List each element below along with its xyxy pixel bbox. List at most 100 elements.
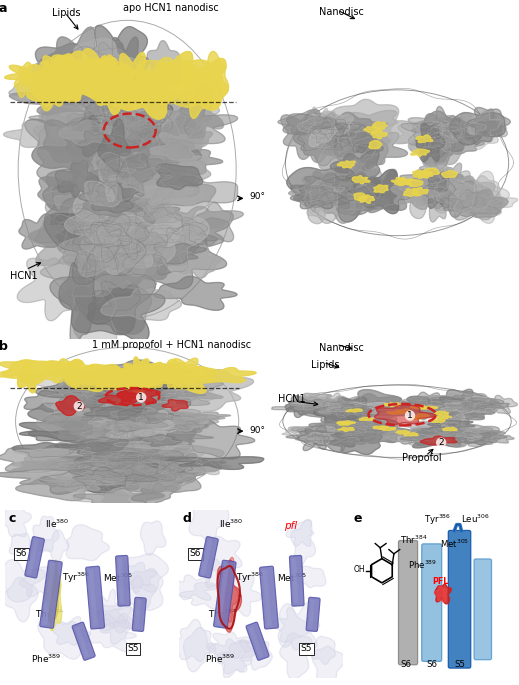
- Polygon shape: [82, 150, 120, 201]
- Polygon shape: [2, 503, 31, 537]
- Polygon shape: [344, 423, 397, 435]
- FancyBboxPatch shape: [260, 566, 278, 629]
- Polygon shape: [338, 421, 356, 424]
- Polygon shape: [106, 121, 171, 143]
- Polygon shape: [84, 419, 180, 447]
- Polygon shape: [77, 365, 127, 379]
- Polygon shape: [145, 364, 176, 385]
- Polygon shape: [85, 468, 169, 487]
- Polygon shape: [158, 397, 190, 407]
- Polygon shape: [310, 421, 381, 432]
- Polygon shape: [398, 421, 459, 432]
- Polygon shape: [422, 123, 461, 147]
- Polygon shape: [432, 117, 462, 144]
- Polygon shape: [105, 163, 194, 221]
- Polygon shape: [11, 460, 107, 479]
- Polygon shape: [346, 409, 362, 412]
- Polygon shape: [101, 100, 150, 145]
- Polygon shape: [182, 460, 232, 475]
- Polygon shape: [169, 110, 201, 179]
- FancyBboxPatch shape: [40, 560, 62, 628]
- Polygon shape: [391, 177, 408, 186]
- Polygon shape: [477, 402, 509, 408]
- Polygon shape: [183, 123, 213, 149]
- Polygon shape: [459, 434, 493, 447]
- FancyBboxPatch shape: [216, 563, 229, 625]
- Polygon shape: [120, 419, 185, 435]
- Polygon shape: [425, 168, 439, 175]
- Polygon shape: [282, 429, 334, 436]
- Polygon shape: [92, 386, 167, 414]
- Polygon shape: [44, 51, 109, 98]
- Polygon shape: [432, 182, 477, 211]
- Polygon shape: [278, 603, 311, 647]
- Polygon shape: [298, 435, 330, 441]
- Polygon shape: [485, 434, 514, 443]
- Polygon shape: [90, 97, 148, 158]
- Polygon shape: [73, 223, 131, 247]
- Polygon shape: [29, 431, 80, 441]
- Polygon shape: [101, 62, 136, 88]
- Polygon shape: [138, 366, 166, 385]
- Polygon shape: [80, 437, 129, 451]
- Polygon shape: [297, 111, 336, 147]
- Polygon shape: [218, 558, 239, 625]
- Polygon shape: [46, 560, 60, 623]
- Polygon shape: [79, 221, 141, 271]
- Polygon shape: [459, 190, 478, 208]
- Polygon shape: [119, 147, 162, 182]
- Polygon shape: [81, 91, 173, 151]
- Polygon shape: [310, 113, 347, 148]
- Polygon shape: [94, 421, 169, 429]
- Polygon shape: [442, 171, 457, 177]
- Polygon shape: [450, 437, 468, 443]
- Polygon shape: [108, 168, 171, 192]
- Polygon shape: [15, 62, 39, 97]
- Polygon shape: [334, 427, 366, 435]
- Polygon shape: [69, 468, 158, 484]
- Polygon shape: [422, 425, 475, 442]
- Polygon shape: [354, 193, 367, 201]
- Polygon shape: [411, 149, 429, 156]
- Polygon shape: [84, 214, 165, 258]
- Polygon shape: [94, 99, 160, 127]
- Polygon shape: [448, 121, 499, 137]
- Polygon shape: [152, 360, 192, 380]
- Polygon shape: [100, 58, 154, 84]
- Polygon shape: [111, 445, 188, 453]
- Polygon shape: [95, 360, 195, 384]
- Polygon shape: [336, 177, 370, 201]
- Polygon shape: [333, 402, 395, 424]
- Polygon shape: [410, 173, 438, 219]
- Text: c: c: [8, 512, 16, 525]
- Polygon shape: [374, 185, 388, 192]
- Polygon shape: [419, 163, 453, 177]
- Polygon shape: [192, 202, 234, 245]
- Polygon shape: [3, 361, 59, 384]
- Polygon shape: [98, 140, 143, 201]
- Polygon shape: [73, 165, 142, 221]
- Polygon shape: [426, 179, 471, 208]
- Polygon shape: [45, 176, 120, 253]
- FancyBboxPatch shape: [448, 530, 471, 668]
- Polygon shape: [217, 640, 255, 678]
- Polygon shape: [47, 459, 141, 476]
- Polygon shape: [16, 469, 118, 501]
- Polygon shape: [59, 120, 114, 145]
- Polygon shape: [97, 199, 149, 262]
- Polygon shape: [121, 562, 157, 593]
- Polygon shape: [451, 402, 488, 416]
- Text: 1 mM propofol + HCN1 nanodisc: 1 mM propofol + HCN1 nanodisc: [92, 340, 251, 350]
- Polygon shape: [101, 490, 131, 506]
- Polygon shape: [302, 428, 352, 438]
- Polygon shape: [347, 125, 376, 153]
- Polygon shape: [110, 388, 147, 420]
- Polygon shape: [452, 425, 499, 443]
- Polygon shape: [9, 534, 38, 560]
- Polygon shape: [338, 406, 374, 419]
- Polygon shape: [346, 390, 403, 416]
- Polygon shape: [107, 449, 151, 471]
- Polygon shape: [92, 94, 162, 148]
- Polygon shape: [285, 396, 315, 417]
- Polygon shape: [327, 402, 395, 414]
